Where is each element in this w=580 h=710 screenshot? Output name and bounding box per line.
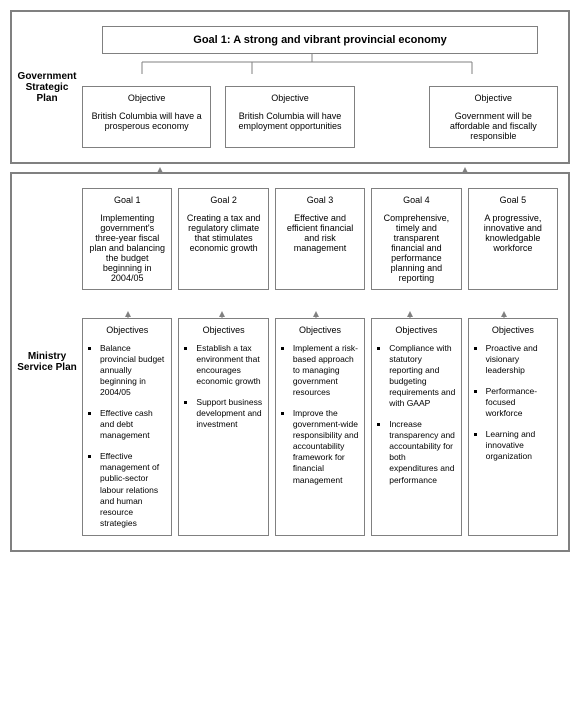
ministry-plan-section: Ministry Service Plan Goal 1	[10, 172, 570, 552]
list-item: Effective management of public-sector la…	[100, 451, 166, 528]
ministry-objectives-3-title: Objectives	[281, 325, 359, 335]
ministry-goal-2-body: Creating a tax and regulatory climate th…	[184, 213, 262, 253]
ministry-goal-1-title: Goal 1	[88, 195, 166, 205]
list-item: Improve the government-wide responsibili…	[293, 408, 359, 485]
ministry-objectives-5: Objectives Proactive and visionary leade…	[468, 318, 558, 536]
ministry-objectives-1: Objectives Balance provincial budget ann…	[82, 318, 172, 536]
ministry-goal-3-body: Effective and efficient financial and ri…	[281, 213, 359, 253]
ministry-objectives-2: Objectives Establish a tax environment t…	[178, 318, 268, 536]
ministry-objectives-4-title: Objectives	[377, 325, 455, 335]
ministry-goal-5-title: Goal 5	[474, 195, 552, 205]
ministry-goal-1: Goal 1 Implementing government's three-y…	[82, 188, 172, 290]
list-item: Support business development and investm…	[196, 397, 262, 430]
ministry-plan-label: Ministry Service Plan	[12, 351, 82, 373]
ministry-goals-row: Goal 1 Implementing government's three-y…	[82, 188, 558, 290]
gov-objective-1: Objective British Columbia will have a p…	[82, 86, 211, 148]
list-item: Increase transparency and accountability…	[389, 419, 455, 485]
gov-objective-3-title: Objective	[436, 93, 551, 103]
government-plan-content: Goal 1: A strong and vibrant provincial …	[82, 12, 568, 162]
top-goal-box: Goal 1: A strong and vibrant provincial …	[102, 26, 538, 54]
ministry-objectives-1-list: Balance provincial budget annually begin…	[88, 343, 166, 529]
ministry-objectives-2-list: Establish a tax environment that encoura…	[184, 343, 262, 430]
list-item: Proactive and visionary leadership	[486, 343, 552, 376]
gov-objectives-row: Objective British Columbia will have a p…	[82, 86, 558, 148]
ministry-goal-4-title: Goal 4	[377, 195, 455, 205]
ministry-objectives-3: Objectives Implement a risk-based approa…	[275, 318, 365, 536]
government-plan-label: Government Strategic Plan	[12, 71, 82, 104]
gov-objective-3-body: Government will be affordable and fiscal…	[436, 111, 551, 141]
gov-objective-3: Objective Government will be affordable …	[429, 86, 558, 148]
ministry-objectives-row: Objectives Balance provincial budget ann…	[82, 318, 558, 536]
ministry-goal-1-body: Implementing government's three-year fis…	[88, 213, 166, 283]
gov-objective-1-title: Objective	[89, 93, 204, 103]
gov-objective-2: Objective British Columbia will have emp…	[225, 86, 354, 148]
ministry-objectives-5-list: Proactive and visionary leadership Perfo…	[474, 343, 552, 462]
list-item: Establish a tax environment that encoura…	[196, 343, 262, 387]
ministry-goal-4: Goal 4 Comprehensive, timely and transpa…	[371, 188, 461, 290]
ministry-objectives-3-list: Implement a risk-based approach to manag…	[281, 343, 359, 486]
ministry-goal-2-title: Goal 2	[184, 195, 262, 205]
list-item: Performance-focused workforce	[486, 386, 552, 419]
government-plan-section: Government Strategic Plan Goal 1: A stro…	[10, 10, 570, 164]
ministry-goal-2: Goal 2 Creating a tax and regulatory cli…	[178, 188, 268, 290]
ministry-objectives-1-title: Objectives	[88, 325, 166, 335]
ministry-objectives-4: Objectives Compliance with statutory rep…	[371, 318, 461, 536]
diagram-root: Government Strategic Plan Goal 1: A stro…	[10, 10, 570, 552]
ministry-goal-3-title: Goal 3	[281, 195, 359, 205]
list-item: Balance provincial budget annually begin…	[100, 343, 166, 398]
list-item: Learning and innovative organization	[486, 429, 552, 462]
gov-objective-2-title: Objective	[232, 93, 347, 103]
ministry-goal-4-body: Comprehensive, timely and transparent fi…	[377, 213, 455, 283]
gov-objective-2-body: British Columbia will have employment op…	[232, 111, 347, 131]
ministry-objectives-4-list: Compliance with statutory reporting and …	[377, 343, 455, 486]
ministry-plan-content: Goal 1 Implementing government's three-y…	[82, 174, 568, 550]
list-item: Compliance with statutory reporting and …	[389, 343, 455, 409]
gov-objective-1-body: British Columbia will have a prosperous …	[89, 111, 204, 131]
ministry-objectives-2-title: Objectives	[184, 325, 262, 335]
ministry-goal-3: Goal 3 Effective and efficient financial…	[275, 188, 365, 290]
list-item: Effective cash and debt management	[100, 408, 166, 441]
ministry-goal-5-body: A progressive, innovative and knowledgab…	[474, 213, 552, 253]
ministry-goal-5: Goal 5 A progressive, innovative and kno…	[468, 188, 558, 290]
ministry-objectives-5-title: Objectives	[474, 325, 552, 335]
list-item: Implement a risk-based approach to manag…	[293, 343, 359, 398]
